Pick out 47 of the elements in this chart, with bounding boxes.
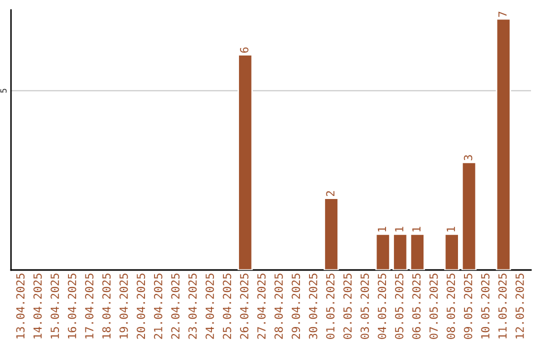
data-label: 1 [412, 226, 420, 232]
x-tick-label: 07.05.2025 [429, 274, 438, 339]
bar [444, 233, 460, 270]
x-tick-label: 25.04.2025 [222, 274, 232, 339]
x-tick-label: 06.05.2025 [412, 274, 421, 339]
x-tick-label: 28.04.2025 [274, 274, 283, 339]
x-tick-label: 30.04.2025 [308, 274, 318, 339]
x-tick-label: 19.04.2025 [119, 274, 128, 338]
x-tick-label: 04.05.2025 [378, 274, 386, 339]
x-tick-label: 03.05.2025 [360, 274, 369, 339]
x-tick-label: 18.04.2025 [102, 274, 111, 338]
data-label: 1 [378, 226, 386, 232]
x-tick-label: 26.04.2025 [240, 274, 248, 339]
x-tick-label: 12.05.2025 [516, 274, 524, 338]
x-tick-label: 21.04.2025 [154, 274, 162, 339]
x-tick-label: 01.05.2025 [326, 274, 335, 339]
x-tick-label: 11.05.2025 [498, 274, 507, 338]
bar [238, 54, 253, 270]
x-tick-label: 05.05.2025 [394, 274, 404, 339]
x-tick-label: 17.04.2025 [85, 274, 94, 338]
x-tick-label: 20.04.2025 [136, 274, 146, 339]
bar [461, 162, 477, 270]
data-label: 6 [240, 47, 248, 53]
x-tick-label: 09.05.2025 [464, 274, 472, 339]
data-label: 1 [395, 226, 404, 232]
x-tick-label: 16.04.2025 [68, 274, 76, 338]
bar [392, 233, 408, 270]
x-tick-label: 15.04.2025 [50, 274, 60, 338]
bar [324, 198, 339, 270]
x-tick-label: 02.05.2025 [343, 274, 352, 339]
x-tick-label: 08.05.2025 [446, 274, 456, 339]
data-label: 7 [498, 12, 507, 17]
x-tick-label: 23.04.2025 [188, 274, 197, 339]
y-tick-label: 5 [0, 88, 7, 93]
x-tick-label: 29.04.2025 [292, 274, 300, 339]
x-tick-label: 13.04.2025 [16, 274, 25, 338]
data-label: 2 [326, 191, 334, 196]
x-tick-label: 27.04.2025 [257, 274, 266, 339]
x-tick-label: 10.05.2025 [481, 274, 490, 338]
bar [375, 233, 391, 270]
bar [410, 233, 425, 270]
data-label: 3 [464, 155, 472, 160]
x-tick-label: 22.04.2025 [171, 274, 180, 339]
bar [496, 18, 512, 270]
x-tick-label: 14.04.2025 [33, 274, 42, 338]
data-label: 1 [446, 226, 455, 232]
x-tick-label: 24.04.2025 [206, 274, 214, 339]
